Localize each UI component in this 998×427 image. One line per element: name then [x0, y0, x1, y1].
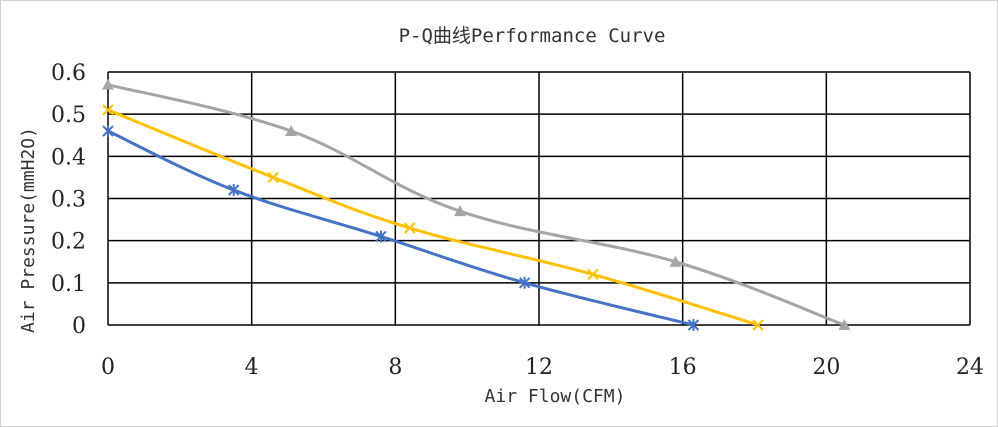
marker-stroke [587, 268, 599, 281]
x-tick-label: 20 [812, 355, 840, 380]
marker-stroke [752, 319, 764, 331]
data-point [285, 125, 298, 137]
series-line [107, 83, 845, 327]
data-point [687, 319, 700, 331]
chart-title: P-Q曲线Performance Curve [399, 25, 666, 47]
data-point [838, 319, 851, 330]
y-tick-labels: 0 0.1 0.2 0.3 0.4 0.5 0.6 [51, 61, 86, 339]
marker-stroke [267, 171, 279, 184]
data-point [669, 255, 682, 267]
y-tick-label: 0.2 [51, 230, 86, 255]
series-line [107, 129, 694, 327]
data-point [102, 78, 114, 90]
data-point [453, 205, 466, 217]
y-axis-label: Air Pressure(mmH2O) [18, 127, 39, 333]
data-point [587, 268, 599, 281]
y-tick-label: 0.4 [51, 145, 86, 170]
x-tick-label: 24 [956, 355, 984, 380]
data-point [102, 104, 114, 116]
x-tick-label: 8 [388, 355, 402, 380]
y-tick-label: 0.5 [51, 103, 86, 128]
x-tick-label: 0 [101, 355, 115, 380]
data-point [403, 222, 416, 234]
y-tick-label: 0.1 [51, 272, 86, 297]
x-tick-label: 4 [245, 355, 259, 380]
series-group [102, 78, 851, 331]
x-tick-label: 16 [669, 355, 697, 380]
x-tick-label: 12 [525, 355, 553, 380]
y-tick-label: 0.3 [51, 188, 86, 213]
marker-stroke [403, 222, 416, 234]
y-tick-label: 0.6 [51, 61, 86, 86]
data-point [375, 230, 387, 243]
data-point [102, 125, 114, 138]
data-point [752, 319, 764, 331]
y-tick-label: 0 [72, 314, 86, 339]
series-3 [102, 78, 851, 330]
data-point [518, 276, 531, 289]
data-point [267, 171, 279, 184]
x-axis-label: Air Flow(CFM) [485, 386, 626, 407]
series-line [107, 108, 759, 327]
data-point [228, 184, 240, 197]
grid-lines [107, 71, 971, 326]
marker-stroke [102, 104, 114, 116]
x-tick-labels: 0 4 8 12 16 20 24 [101, 355, 984, 380]
series-2 [102, 104, 764, 331]
series-1 [102, 125, 700, 331]
